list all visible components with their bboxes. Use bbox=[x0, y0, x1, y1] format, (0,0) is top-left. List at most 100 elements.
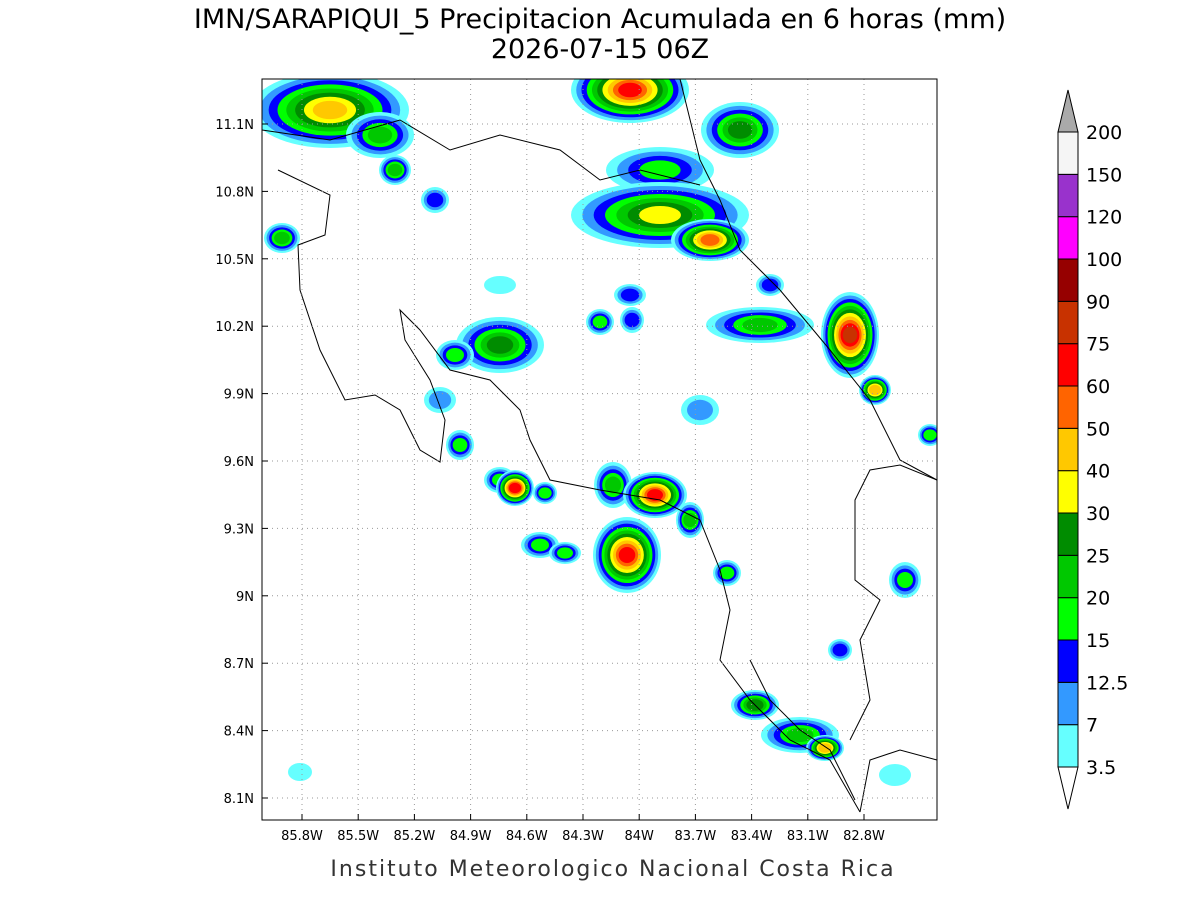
colorbar-label: 200 bbox=[1086, 122, 1122, 144]
map-frame bbox=[261, 78, 938, 821]
rain-contour bbox=[387, 163, 403, 177]
rain-contour bbox=[742, 317, 778, 333]
lon-label: 84.3W bbox=[562, 829, 604, 844]
lon-label: 85.2W bbox=[393, 829, 435, 844]
lat-label: 10.8N bbox=[215, 185, 254, 200]
lat-label: 9.6N bbox=[224, 455, 254, 470]
rain-contour bbox=[923, 429, 937, 441]
rain-contour bbox=[818, 743, 832, 753]
rain-contour bbox=[288, 763, 312, 781]
rain-contour bbox=[426, 192, 444, 208]
colorbar-label: 120 bbox=[1086, 207, 1122, 229]
rain-contour bbox=[538, 487, 552, 499]
rain-contour bbox=[618, 547, 636, 563]
rain-contour bbox=[639, 160, 681, 180]
colorbar-label: 50 bbox=[1086, 418, 1110, 440]
colorbar-bin bbox=[1057, 343, 1079, 387]
lon-label: 85.5W bbox=[337, 829, 379, 844]
colorbar-label: 90 bbox=[1086, 291, 1110, 313]
lat-label: 10.5N bbox=[215, 253, 254, 268]
colorbar-label: 12.5 bbox=[1086, 672, 1128, 694]
rain-contour bbox=[727, 121, 753, 139]
lon-label: 83.4W bbox=[731, 829, 773, 844]
rain-contour bbox=[719, 566, 735, 580]
lat-label: 8.4N bbox=[224, 725, 254, 740]
rain-contour bbox=[274, 231, 290, 245]
title: IMN/SARAPIQUI_5 Precipitacion Acumulada … bbox=[194, 4, 1006, 35]
rain-contour bbox=[868, 384, 882, 396]
rain-contour bbox=[700, 234, 720, 246]
north-border bbox=[262, 119, 701, 186]
rain-contour bbox=[618, 82, 642, 98]
rain-contour bbox=[531, 538, 549, 552]
colorbar-bin bbox=[1057, 724, 1079, 768]
south-border bbox=[749, 659, 856, 801]
panama-coast bbox=[859, 749, 937, 813]
colorbar: 3.5 7 12.5 15 20 25 30 40 50 60 75 90 100 120 150 200 bbox=[1057, 89, 1128, 810]
rain-contour bbox=[624, 312, 640, 328]
colorbar-label: 100 bbox=[1086, 249, 1122, 271]
rain-contour bbox=[620, 288, 640, 302]
colorbar-label: 20 bbox=[1086, 588, 1110, 610]
lon-label: 84.6W bbox=[506, 829, 548, 844]
colorbar-bin bbox=[1057, 470, 1079, 514]
colorbar-label: 7 bbox=[1086, 715, 1098, 737]
lon-label: 84.9W bbox=[450, 829, 492, 844]
lat-label: 11.1N bbox=[215, 118, 254, 133]
rain-contour bbox=[367, 126, 393, 144]
colorbar-bin bbox=[1057, 258, 1079, 302]
colorbar-label: 40 bbox=[1086, 461, 1110, 483]
colorbar-label: 30 bbox=[1086, 503, 1110, 525]
rain-contour bbox=[687, 399, 713, 421]
colorbar-label: 150 bbox=[1086, 164, 1122, 186]
rain-contour bbox=[832, 643, 848, 657]
colorbar-bin bbox=[1057, 554, 1079, 599]
colorbar-label: 60 bbox=[1086, 376, 1110, 398]
lon-label: 84W bbox=[624, 829, 654, 844]
colorbar-bin bbox=[1057, 131, 1079, 175]
rain-contour bbox=[312, 100, 348, 120]
lon-label: 83.7W bbox=[674, 829, 716, 844]
rain-contour bbox=[639, 206, 681, 224]
colorbar-bin bbox=[1057, 427, 1079, 472]
lon-label: 83.1W bbox=[787, 829, 829, 844]
rain-contour bbox=[592, 315, 608, 329]
graticule: 85.8W 85.5W 85.2W 84.9W 84.6W 84.3W 84W 83.7W 83… bbox=[215, 79, 937, 844]
rain-contour bbox=[761, 278, 779, 292]
rain-contour bbox=[897, 572, 913, 588]
colorbar-bin bbox=[1057, 681, 1079, 726]
caribbean-coast bbox=[679, 79, 937, 481]
rain-contour bbox=[452, 438, 468, 452]
rain-contour bbox=[484, 276, 516, 294]
precipitation-field bbox=[262, 79, 937, 786]
subtitle: 2026-07-15 06Z bbox=[491, 34, 709, 65]
lat-label: 9N bbox=[236, 590, 254, 605]
rain-contour bbox=[486, 336, 514, 354]
lon-label: 82.8W bbox=[843, 829, 885, 844]
colorbar-over bbox=[1057, 89, 1079, 133]
colorbar-bin bbox=[1057, 639, 1079, 683]
lat-label: 9.3N bbox=[224, 522, 254, 537]
lat-label: 10.2N bbox=[215, 320, 254, 335]
rain-contour bbox=[879, 764, 911, 786]
colorbar-bin bbox=[1057, 300, 1079, 345]
rain-contour bbox=[647, 489, 663, 501]
rain-contour bbox=[446, 348, 464, 362]
lon-label: 85.8W bbox=[281, 829, 323, 844]
lat-label: 8.1N bbox=[224, 792, 254, 807]
lat-label: 8.7N bbox=[224, 657, 254, 672]
lat-label: 9.9N bbox=[224, 388, 254, 403]
colorbar-under bbox=[1057, 766, 1079, 810]
rain-contour bbox=[604, 476, 622, 494]
colorbar-bin bbox=[1057, 385, 1079, 429]
colorbar-bin bbox=[1057, 173, 1079, 218]
colorbar-bin bbox=[1057, 597, 1079, 641]
colorbar-label: 3.5 bbox=[1086, 757, 1116, 779]
colorbar-bin bbox=[1057, 512, 1079, 556]
rain-contour bbox=[508, 482, 522, 494]
colorbar-label: 25 bbox=[1086, 545, 1110, 567]
rain-contour bbox=[428, 391, 452, 409]
rain-contour bbox=[842, 326, 858, 344]
